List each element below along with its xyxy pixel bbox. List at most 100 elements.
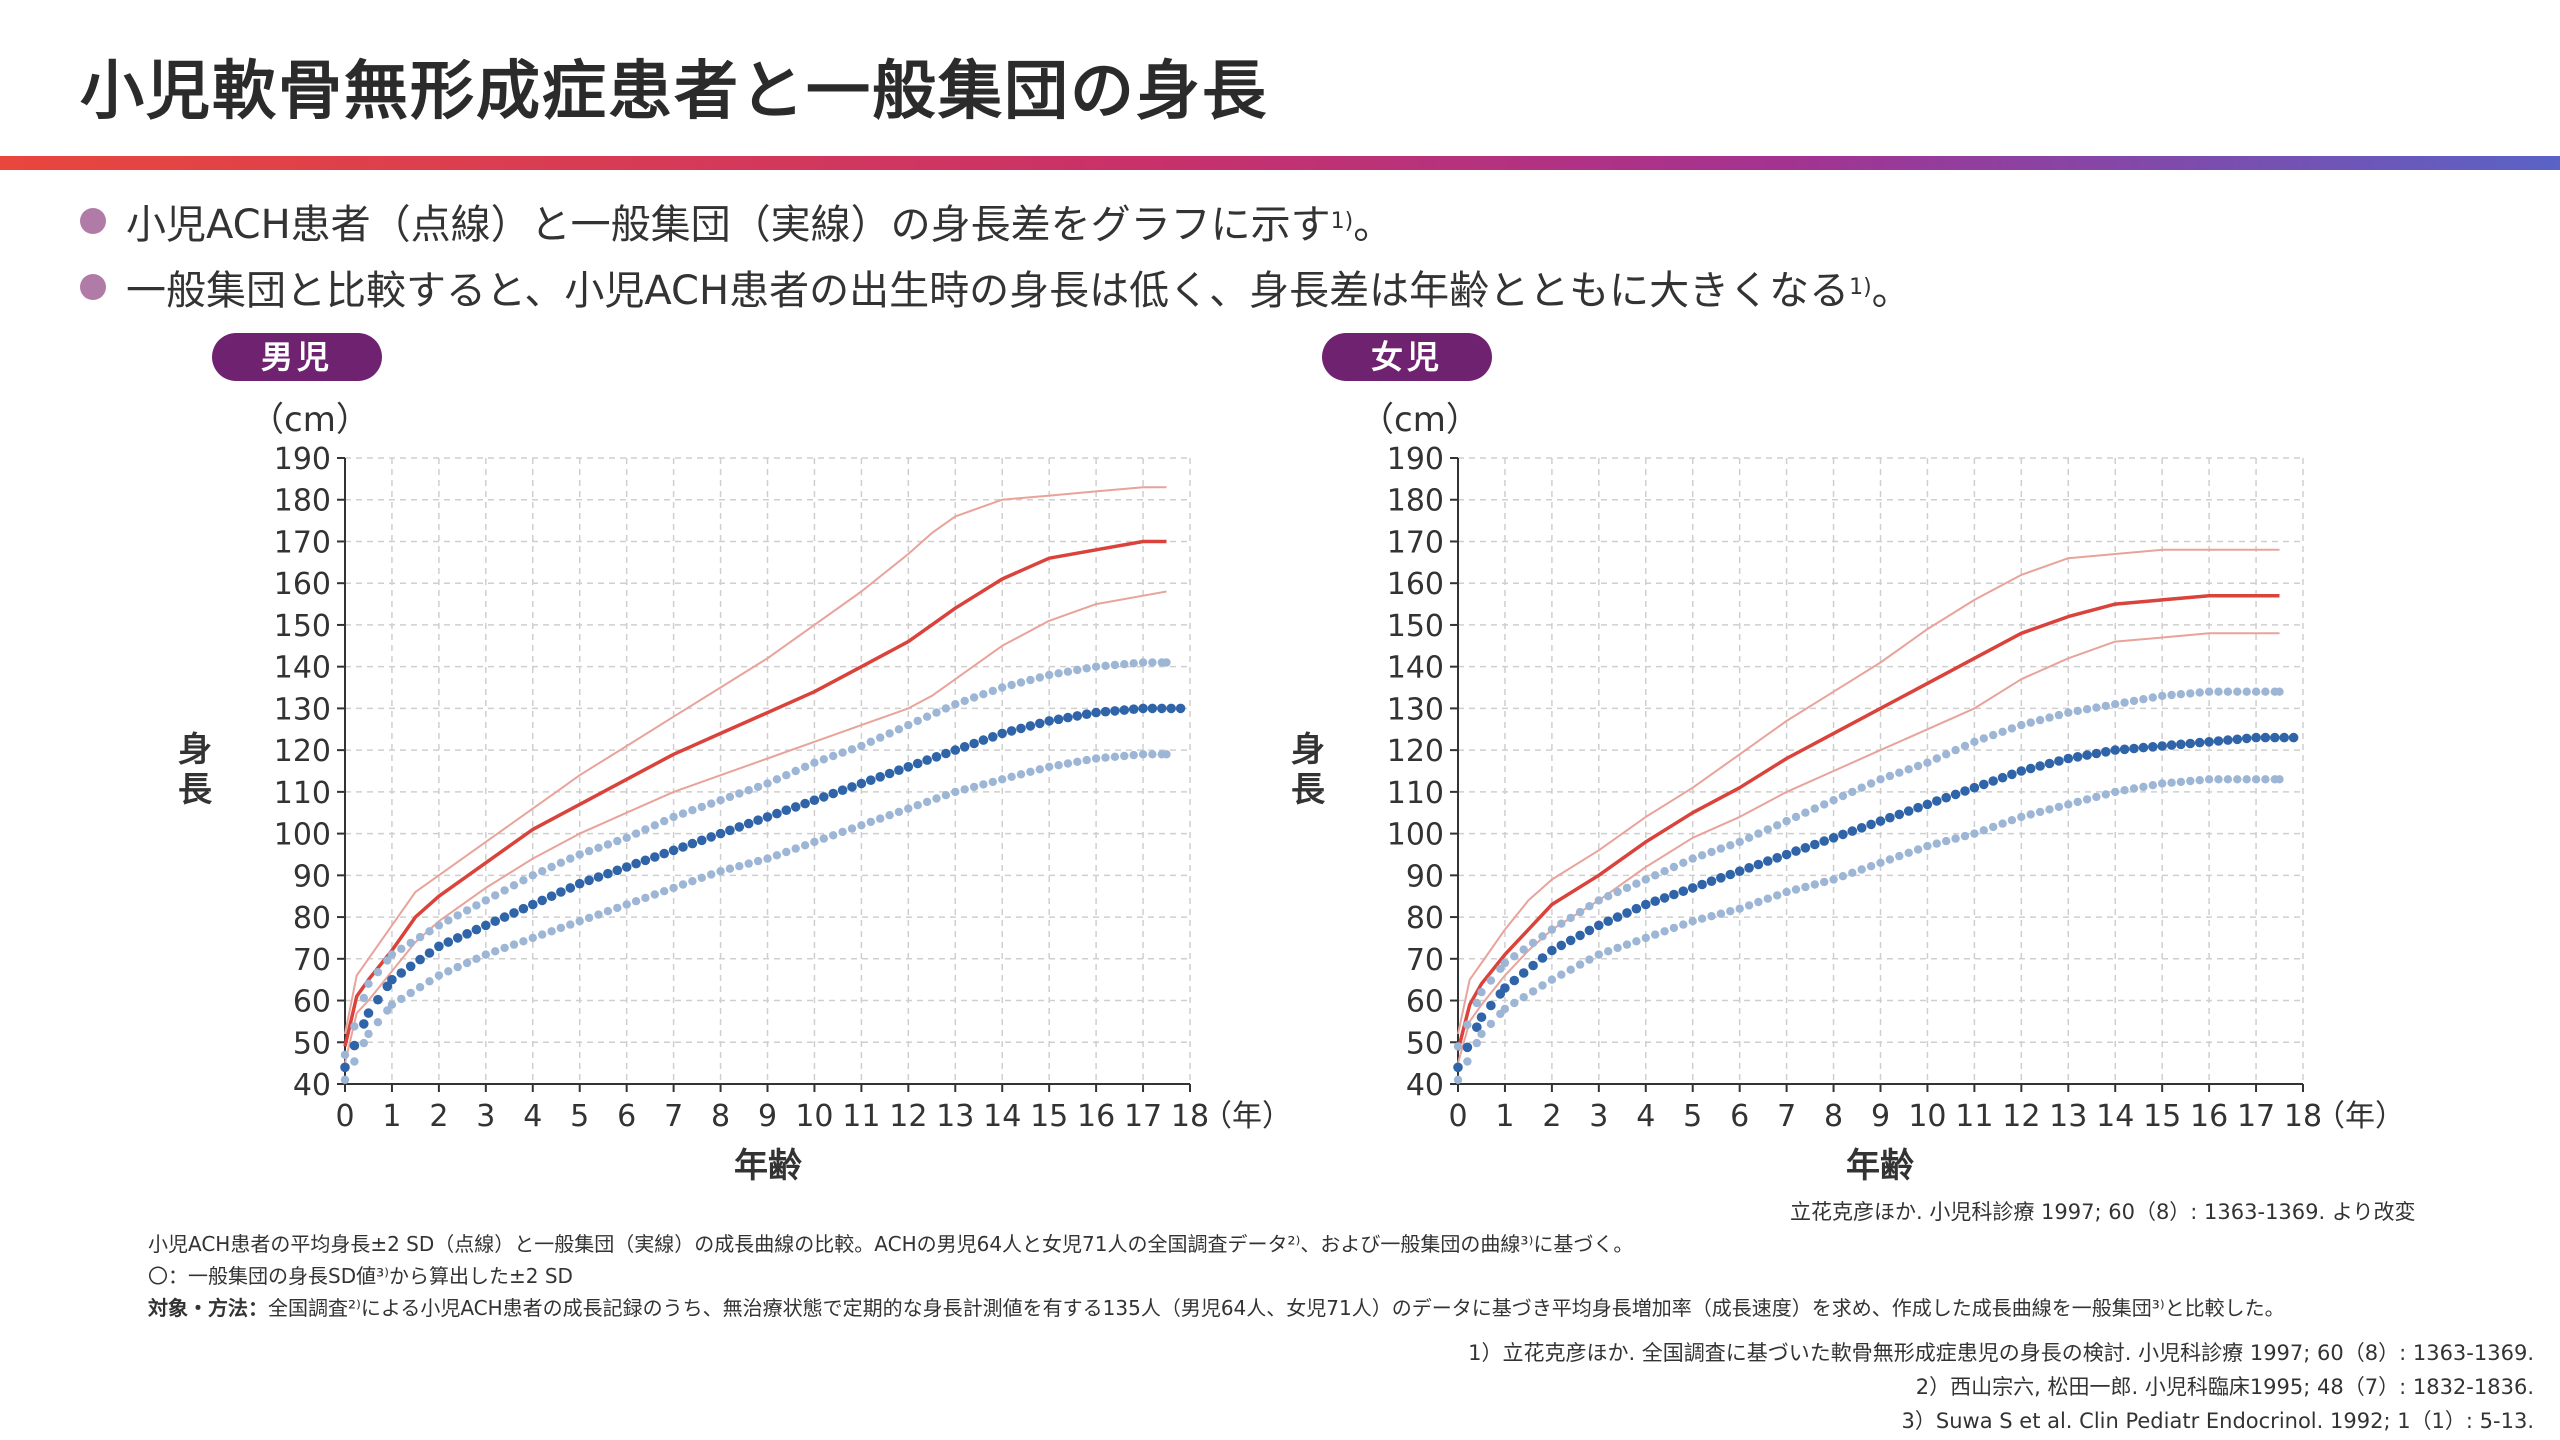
data-point xyxy=(1950,789,1961,800)
y-tick-label: 160 xyxy=(1387,567,1444,602)
data-point xyxy=(2035,715,2045,725)
data-point xyxy=(584,846,594,856)
data-point xyxy=(2223,775,2233,784)
x-tick-label: 6 xyxy=(1730,1099,1749,1134)
data-point xyxy=(1537,953,1548,963)
data-point xyxy=(1876,775,1885,784)
y-tick-label: 130 xyxy=(274,692,331,727)
data-point xyxy=(566,920,575,929)
data-point xyxy=(1175,703,1186,714)
data-point xyxy=(612,865,623,876)
data-point xyxy=(1016,678,1026,687)
data-point xyxy=(519,876,528,885)
data-point xyxy=(1477,988,1486,997)
x-axis-label-girls: 年齢 xyxy=(1846,1146,1914,1186)
x-tick-label: 9 xyxy=(758,1099,777,1134)
data-point xyxy=(1923,758,1932,767)
data-point xyxy=(1138,703,1148,714)
data-point xyxy=(1463,1020,1472,1029)
data-point xyxy=(2148,742,2158,752)
data-point xyxy=(1979,826,1988,835)
data-point xyxy=(800,798,810,809)
data-point xyxy=(1129,750,1138,760)
data-point xyxy=(2288,732,2299,743)
data-point xyxy=(2017,720,2026,730)
data-point xyxy=(809,795,820,805)
data-point xyxy=(1857,865,1866,874)
data-point xyxy=(2223,687,2233,696)
data-point xyxy=(1528,938,1538,948)
data-point xyxy=(424,948,435,958)
data-point xyxy=(1773,821,1782,830)
data-point xyxy=(1838,791,1848,801)
data-point xyxy=(2214,687,2223,696)
data-point xyxy=(857,741,866,751)
data-point xyxy=(913,801,922,810)
data-point xyxy=(904,720,913,730)
data-point xyxy=(697,835,707,846)
data-point xyxy=(2167,778,2176,787)
data-point xyxy=(1500,983,1510,993)
data-point xyxy=(1679,858,1688,867)
data-point xyxy=(697,802,706,812)
data-point xyxy=(1129,659,1138,668)
data-point xyxy=(1166,703,1176,714)
data-point xyxy=(603,840,613,849)
data-point xyxy=(1932,754,1941,763)
data-point xyxy=(978,735,989,745)
data-point xyxy=(1518,968,1529,978)
bullet-ref: 1) xyxy=(1849,274,1872,300)
data-point xyxy=(1669,862,1679,872)
data-point xyxy=(2111,700,2120,709)
data-point xyxy=(631,897,641,906)
data-point xyxy=(1110,752,1120,761)
data-point xyxy=(1007,772,1016,781)
data-point xyxy=(350,1022,359,1031)
data-point xyxy=(1735,837,1744,847)
y-tick-label: 60 xyxy=(293,985,331,1020)
data-point xyxy=(1651,930,1660,939)
data-point xyxy=(1604,892,1613,901)
data-point xyxy=(2054,756,2064,766)
data-point xyxy=(387,950,397,959)
data-point xyxy=(1547,945,1557,956)
data-point xyxy=(397,994,406,1004)
data-point xyxy=(941,748,951,759)
data-point xyxy=(2176,739,2186,750)
data-point xyxy=(1128,704,1139,714)
data-point xyxy=(640,855,651,866)
data-point xyxy=(1716,873,1726,883)
data-point xyxy=(1838,872,1848,881)
data-point xyxy=(688,877,697,886)
data-point xyxy=(1838,829,1848,840)
data-point xyxy=(406,988,415,998)
data-point xyxy=(1744,863,1754,873)
data-point xyxy=(1045,670,1054,680)
data-point xyxy=(1998,727,2007,736)
data-point xyxy=(715,828,726,839)
x-tick-label: 4 xyxy=(1636,1099,1655,1134)
footnotes: 小児ACH患者の平均身長±2 SD（点線）と一般集団（実線）の成長曲線の比較。A… xyxy=(148,1228,2285,1324)
data-point xyxy=(2035,807,2045,817)
series-general-mean-line xyxy=(343,539,1167,1047)
data-point xyxy=(894,765,904,775)
data-point xyxy=(744,786,753,795)
x-tick-label: 3 xyxy=(1589,1099,1608,1134)
data-point xyxy=(1903,806,1914,816)
data-point xyxy=(2148,781,2157,790)
data-point xyxy=(1847,826,1858,836)
data-point xyxy=(2007,769,2017,780)
data-point xyxy=(1557,970,1566,979)
data-point xyxy=(1472,998,1481,1008)
data-point xyxy=(406,938,415,948)
series-ach-sd-dots xyxy=(1453,775,2284,1084)
data-point xyxy=(1091,662,1101,671)
data-point xyxy=(1894,809,1905,820)
data-point xyxy=(1556,940,1567,951)
data-point xyxy=(519,937,528,946)
data-point xyxy=(1612,912,1623,922)
bullet-dot-icon xyxy=(80,208,106,234)
data-point xyxy=(1960,786,1970,796)
data-point xyxy=(1754,897,1763,907)
data-point xyxy=(1026,675,1035,685)
